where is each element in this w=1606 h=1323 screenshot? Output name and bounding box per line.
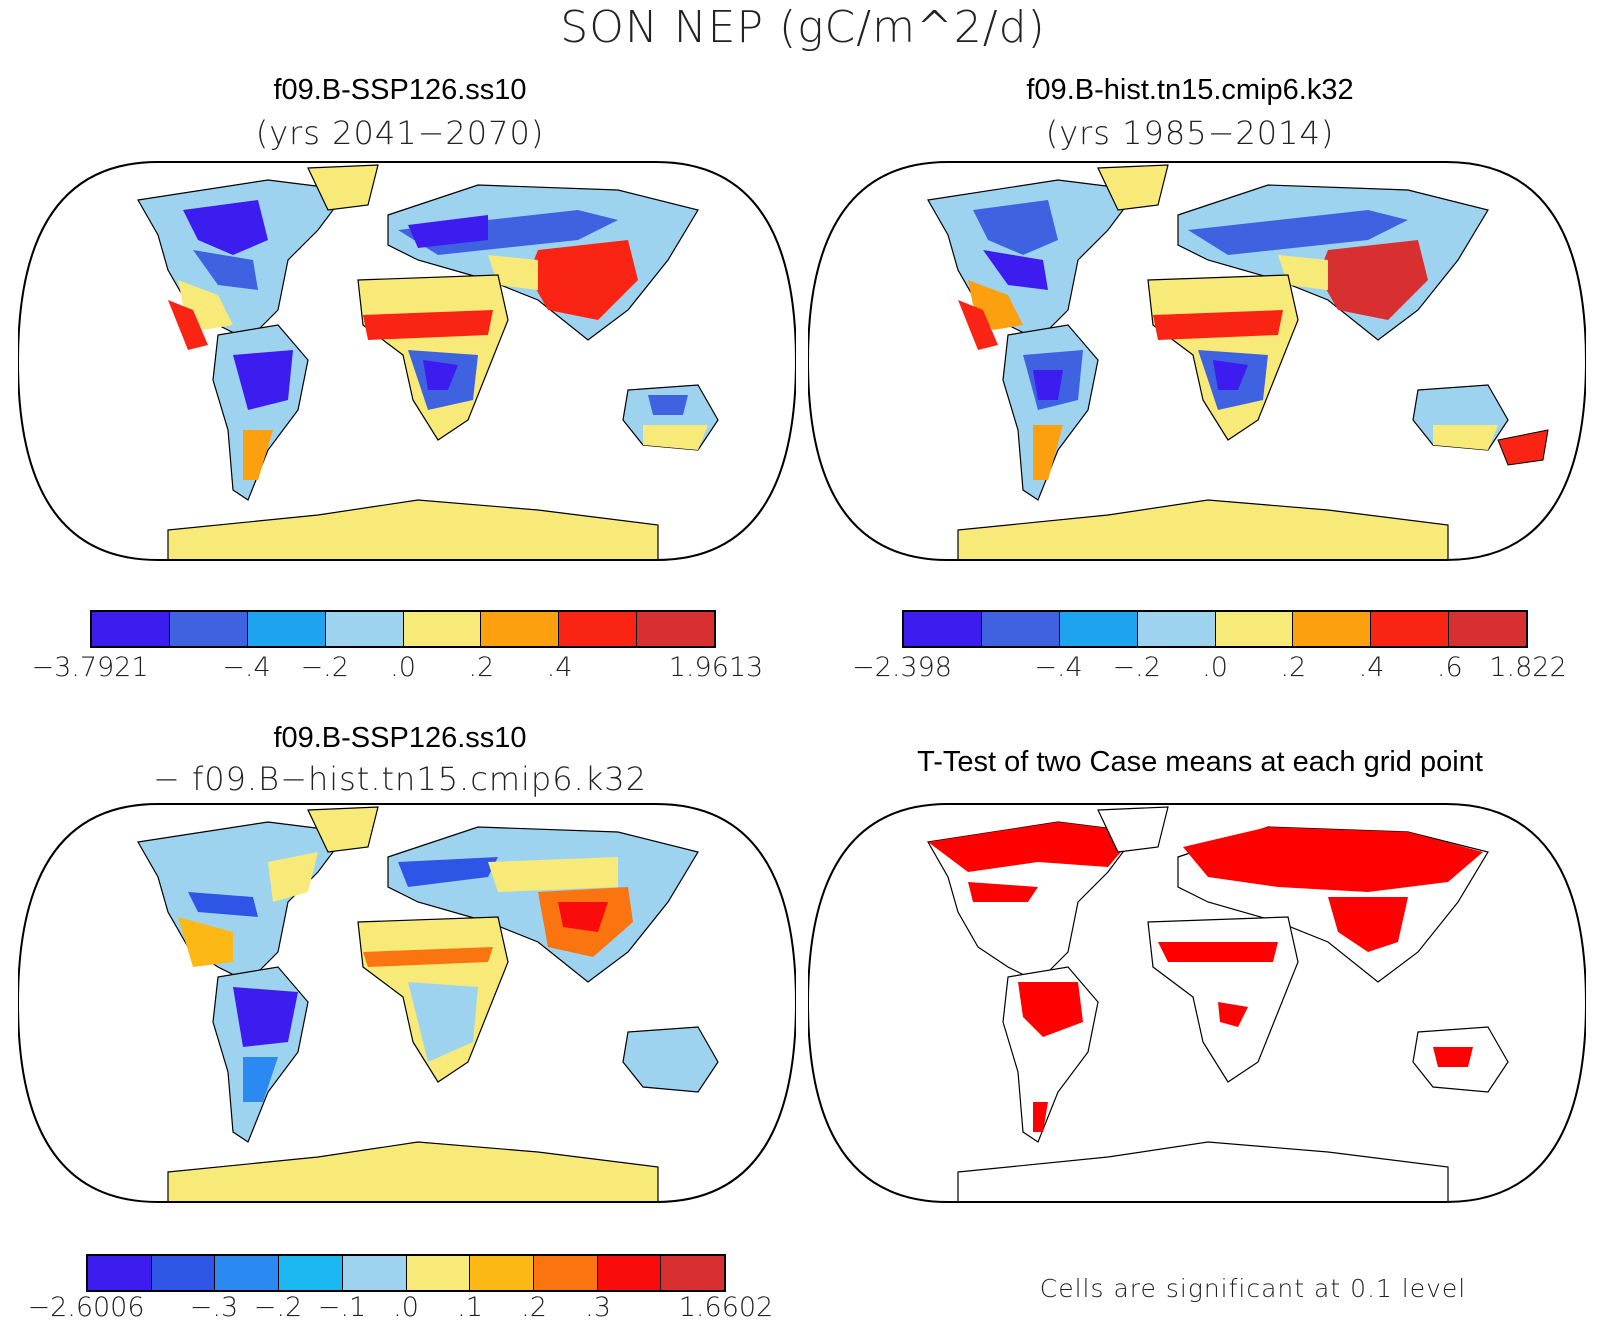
colorbar-3-tick-label: −.3 (189, 1292, 239, 1323)
colorbar-3-swatch (279, 1256, 343, 1290)
colorbar-3-tick-label: .0 (393, 1292, 419, 1323)
panel-1-title: f09.B-SSP126.ss10 (273, 74, 527, 106)
colorbar-3-swatch (597, 1256, 662, 1290)
colorbar-2-tick-label: 1.822 (1489, 652, 1567, 683)
colorbar-3-swatch (470, 1256, 534, 1290)
antarctica (167, 499, 659, 560)
panel-3-subtitle: − f09.B−hist.tn15.cmip6.k32 (153, 760, 647, 798)
colorbar-3-swatch (342, 1256, 407, 1290)
map-panel-2 (808, 161, 1586, 561)
colorbar-2-swatch (1059, 612, 1138, 646)
map-border (18, 803, 796, 1203)
colorbar-3-swatch (88, 1256, 152, 1290)
colorbar-1-swatch (637, 612, 714, 646)
colorbar-2-swatch (1371, 612, 1450, 646)
greenland (307, 806, 379, 853)
colorbar-1-swatch (481, 612, 560, 646)
colorbar-3-ticks: −2.6006 −.3 −.2 −.1 .0 .1 .2 .3 1.6602 (27, 1292, 773, 1323)
panel-2-title: f09.B-hist.tn15.cmip6.k32 (1026, 74, 1354, 106)
map-panel-1 (18, 161, 796, 561)
south-america-landmass (1002, 324, 1099, 501)
colorbar-1-tick-label: −.4 (222, 652, 271, 683)
figure-title: SON NEP (gC/m^2/d) (560, 2, 1046, 53)
colorbar-3-tick-label: .1 (457, 1292, 483, 1323)
panel-4-title: T-Test of two Case means at each grid po… (917, 746, 1483, 778)
antarctica (957, 1141, 1449, 1202)
colorbar-1-tick-label: −3.7921 (31, 652, 149, 683)
colorbar-1-swatch (92, 612, 170, 646)
colorbar-3-tick-label: −.2 (253, 1292, 303, 1323)
south-america-landmass (212, 324, 309, 501)
panel-3-title: f09.B-SSP126.ss10 (273, 722, 527, 754)
colorbar-2-tick-label: .4 (1358, 652, 1385, 683)
colorbar-2-swatch (1215, 612, 1294, 646)
colorbar-2-tick-label: .2 (1280, 652, 1307, 683)
colorbar-3-swatch (661, 1256, 725, 1290)
colorbar-3-tick-label: −2.6006 (27, 1292, 145, 1323)
significance-footnote: Cells are significant at 0.1 level (1039, 1274, 1467, 1303)
africa-landmass (1147, 916, 1299, 1083)
map-panel-3 (18, 803, 796, 1203)
colorbar-2-swatch (1293, 612, 1372, 646)
colorbar-2-swatch (904, 612, 982, 646)
colorbar-2-tick-label: −.4 (1034, 652, 1083, 683)
colorbar-3-tick-label: −.1 (317, 1292, 367, 1323)
colorbar-3-swatch (406, 1256, 471, 1290)
colorbar-3-tick-label: 1.6602 (678, 1292, 774, 1323)
colorbar-1-tick-label: .0 (390, 652, 416, 683)
colorbar-2-tick-label: .6 (1436, 652, 1463, 683)
north-america-low-nep (183, 200, 268, 255)
colorbar-1-tick-label: .4 (546, 652, 573, 683)
colorbar-3-swatch (151, 1256, 216, 1290)
colorbar-3-tick-label: .2 (521, 1292, 547, 1323)
colorbar-1-swatch (325, 612, 404, 646)
greenland (1097, 806, 1169, 853)
colorbar-2-swatch (1137, 612, 1216, 646)
colorbar-3-swatch (215, 1256, 280, 1290)
colorbar-1-swatch (169, 612, 248, 646)
colorbar-2-ticks: −2.398 −.4 −.2 .0 .2 .4 .6 1.822 (852, 652, 1567, 686)
colorbar-2-tick-label: .0 (1202, 652, 1228, 683)
colorbar-1-swatch (247, 612, 326, 646)
colorbar-3 (86, 1254, 726, 1292)
colorbar-1-swatch (559, 612, 638, 646)
colorbar-2-tick-label: −2.398 (852, 652, 952, 683)
colorbar-3-tick-label: .3 (585, 1292, 611, 1323)
colorbar-1-swatch (403, 612, 482, 646)
greenland (307, 164, 379, 211)
colorbar-1-tick-label: 1.9613 (668, 652, 764, 683)
map-border (18, 161, 796, 561)
map-panel-4 (808, 803, 1586, 1203)
colorbar-2-swatch (981, 612, 1060, 646)
panel-1-subtitle: (yrs 2041−2070) (255, 114, 545, 152)
colorbar-3-swatch (533, 1256, 598, 1290)
panel-2-subtitle: (yrs 1985−2014) (1045, 114, 1335, 152)
colorbar-2-tick-label: −.2 (1112, 652, 1161, 683)
greenland (1097, 164, 1169, 211)
colorbar-2 (902, 610, 1528, 648)
map-border (808, 803, 1586, 1203)
colorbar-1-tick-label: −.2 (300, 652, 349, 683)
colorbar-1 (90, 610, 716, 648)
antarctica (957, 499, 1449, 560)
colorbar-2-swatch (1449, 612, 1526, 646)
australia-landmass (622, 1026, 719, 1093)
colorbar-1-tick-label: .2 (468, 652, 495, 683)
colorbar-1-ticks: −3.7921 −.4 −.2 .0 .2 .4 1.9613 (31, 652, 763, 686)
map-border (808, 161, 1586, 561)
antarctica (167, 1141, 659, 1202)
